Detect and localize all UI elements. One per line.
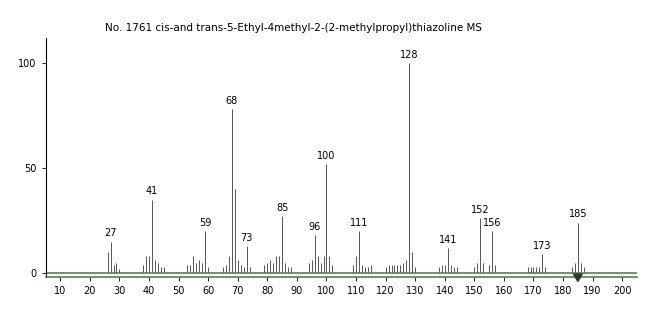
Text: 85: 85 [276, 203, 289, 213]
Polygon shape [573, 274, 582, 281]
Text: 141: 141 [439, 235, 457, 245]
Title: No. 1761 cis-and trans-5-Ethyl-4methyl-2-(2-methylpropyl)thiazoline MS: No. 1761 cis-and trans-5-Ethyl-4methyl-2… [105, 23, 482, 33]
Text: 59: 59 [199, 218, 211, 228]
Text: 100: 100 [317, 151, 335, 161]
Text: 156: 156 [483, 218, 501, 228]
Text: 41: 41 [146, 186, 158, 196]
Text: 27: 27 [104, 228, 117, 238]
Text: 128: 128 [400, 50, 419, 60]
Text: 173: 173 [533, 241, 552, 251]
Text: 152: 152 [471, 205, 489, 215]
Text: 73: 73 [240, 232, 253, 243]
Text: 68: 68 [226, 96, 238, 106]
Text: 185: 185 [569, 209, 587, 220]
Text: 96: 96 [309, 222, 320, 232]
Text: 111: 111 [350, 218, 368, 228]
